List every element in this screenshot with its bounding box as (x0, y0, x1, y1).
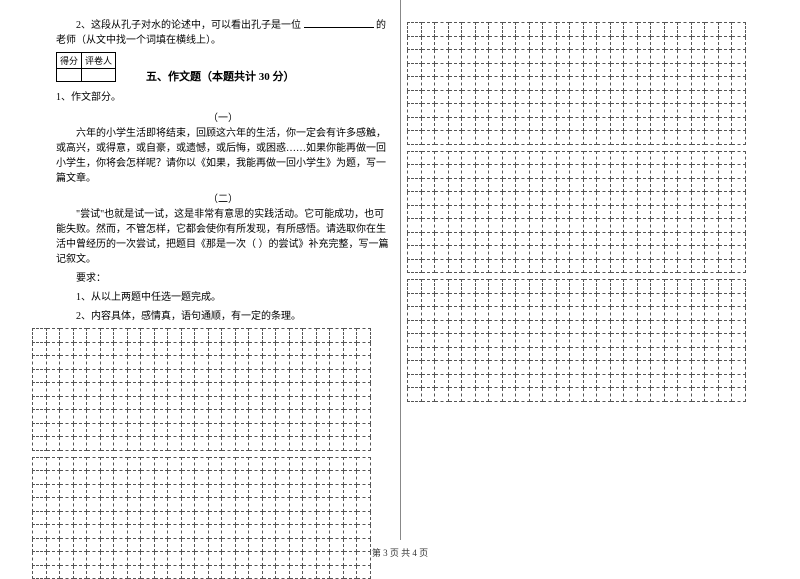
grader-cell[interactable] (82, 69, 116, 82)
subtitle-2: （二） (56, 190, 390, 205)
requirements-label: 要求： (56, 271, 390, 286)
score-cell[interactable] (57, 69, 82, 82)
subtitle-1: （一） (56, 109, 390, 124)
requirement-1: 1、从以上两题中任选一题完成。 (56, 290, 390, 305)
writing-grid-left-2[interactable] (32, 457, 371, 579)
requirement-2: 2、内容具体，感情真，语句通顺，有一定的条理。 (56, 309, 390, 324)
essay-para1: 六年的小学生活即将结束，回顾这六年的生活，你一定会有许多感触，或高兴，或得意，或… (56, 126, 390, 186)
score-box: 得分 评卷人 (56, 52, 116, 82)
right-column (400, 0, 800, 540)
left-column: 2、这段从孔子对水的论述中，可以看出孔子是一位 的老师（从文中找一个词填在横线上… (0, 0, 400, 540)
question-2: 2、这段从孔子对水的论述中，可以看出孔子是一位 的老师（从文中找一个词填在横线上… (56, 18, 390, 48)
writing-grid-right-2[interactable] (407, 151, 746, 274)
writing-grid-left-1[interactable] (32, 328, 371, 451)
q2-text-a: 2、这段从孔子对水的论述中，可以看出孔子是一位 (76, 20, 301, 31)
section-5-title: 五、作文题（本题共计 30 分） (146, 68, 390, 84)
page-container: 2、这段从孔子对水的论述中，可以看出孔子是一位 的老师（从文中找一个词填在横线上… (0, 0, 800, 540)
writing-grid-right-1[interactable] (407, 22, 746, 145)
grader-label: 评卷人 (82, 53, 116, 69)
writing-grid-right-3[interactable] (407, 279, 746, 402)
page-footer: 第 3 页 共 4 页 (0, 546, 800, 559)
q2-blank[interactable] (304, 18, 374, 28)
score-label: 得分 (57, 53, 82, 69)
essay-para2: "尝试"也就是试一试，这是非常有意思的实践活动。它可能成功，也可能失败。然而，不… (56, 207, 390, 267)
essay-line1: 1、作文部分。 (56, 90, 390, 105)
